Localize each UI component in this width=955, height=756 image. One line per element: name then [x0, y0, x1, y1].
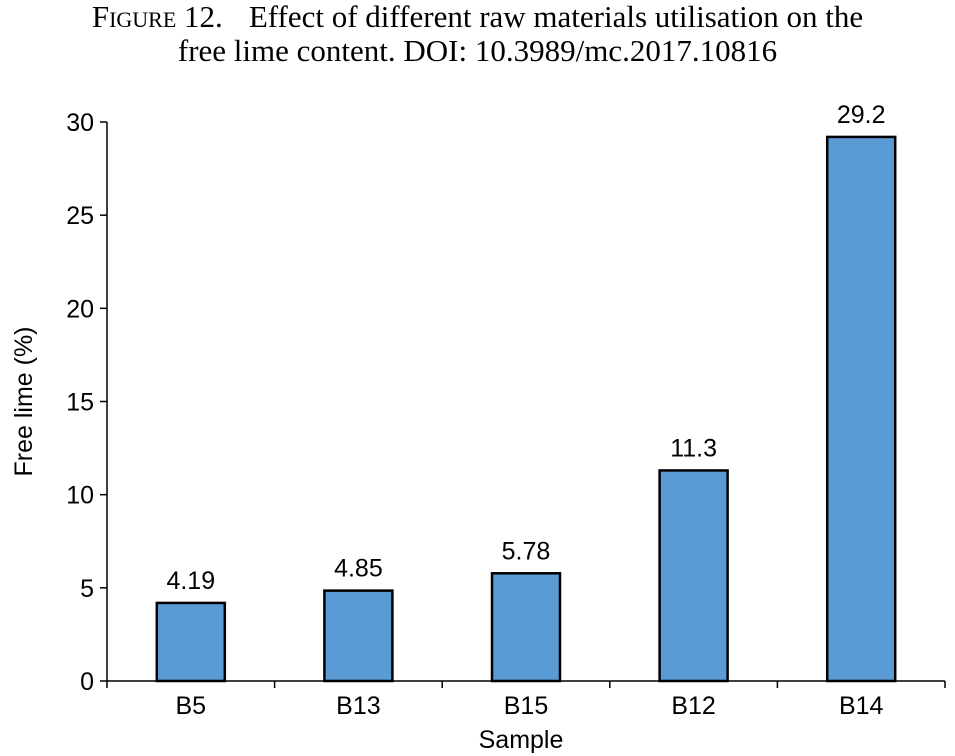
y-tick-label: 0 — [80, 668, 94, 696]
caption-text-1: Effect of different raw materials utilis… — [248, 0, 864, 34]
data-label-b12: 11.3 — [670, 434, 717, 462]
caption-line-2: free lime content. DOI: 10.3989/mc.2017.… — [177, 33, 778, 68]
x-tick-label-b14: B14 — [839, 692, 884, 720]
bar-b13 — [323, 589, 394, 683]
bar-b12 — [658, 469, 729, 683]
y-tick-label: 10 — [66, 482, 94, 510]
bar-b5 — [155, 601, 227, 683]
x-tick-label-b13: B13 — [336, 692, 380, 720]
y-tick-label: 30 — [66, 109, 94, 137]
y-tick-label: 20 — [66, 295, 94, 323]
y-axis-title: Free lime (%) — [10, 326, 38, 476]
data-label-b14: 29.2 — [837, 101, 886, 129]
x-tick-label-b12: B12 — [671, 692, 715, 720]
y-tick-label: 25 — [66, 202, 94, 230]
bar-b14 — [825, 135, 897, 683]
bar-b15 — [490, 572, 562, 683]
figure-label: Figure 12. — [91, 0, 223, 34]
data-label-b13: 4.85 — [334, 555, 383, 583]
x-tick-label-b5: B5 — [176, 692, 207, 720]
y-tick-label: 15 — [66, 389, 94, 417]
caption-line-1: Figure 12. Effect of different raw materi… — [0, 0, 955, 34]
figure-caption: Figure 12. Effect of different raw materi… — [0, 0, 955, 68]
data-label-b15: 5.78 — [502, 537, 551, 565]
x-axis-title: Sample — [479, 726, 564, 754]
y-tick-label: 5 — [80, 575, 94, 603]
x-tick-label-b15: B15 — [504, 692, 548, 720]
data-label-b5: 4.19 — [166, 567, 215, 595]
